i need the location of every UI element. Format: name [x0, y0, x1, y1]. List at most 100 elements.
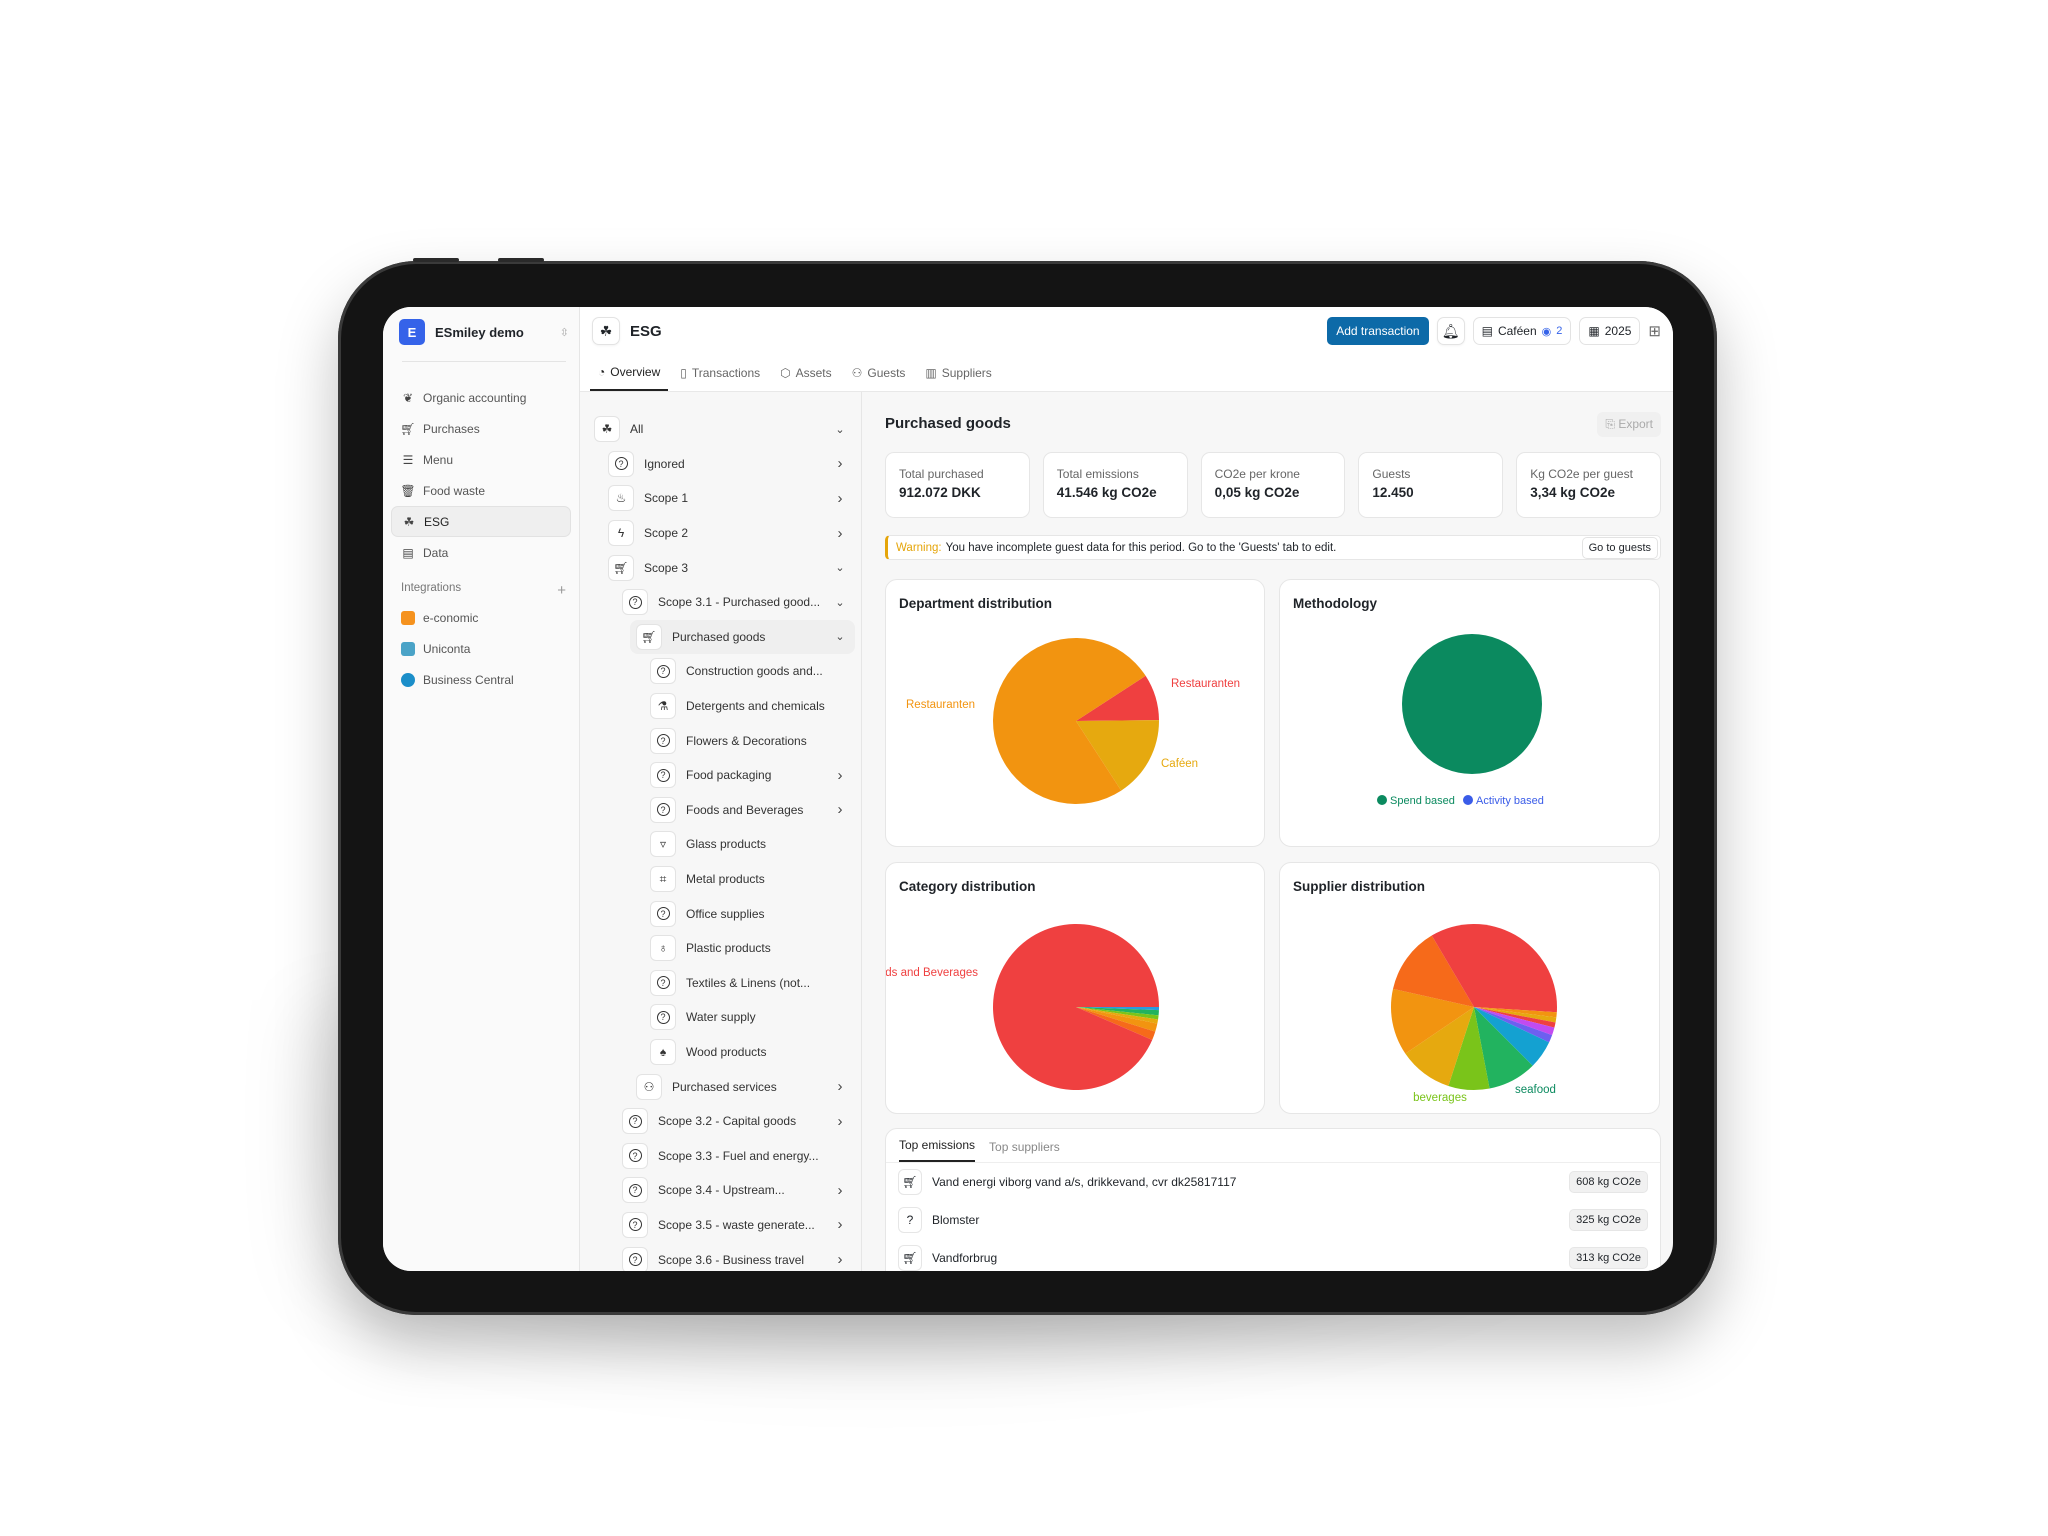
- tab-overview[interactable]: ◔ Overview: [590, 355, 669, 391]
- sidebar-item-menu[interactable]: ☰ Menu: [391, 444, 571, 475]
- tree-item[interactable]: ? Scope 3.2 - Capital goods ›: [580, 1104, 861, 1139]
- tree-item-label: Construction goods and...: [686, 664, 823, 679]
- tree-item[interactable]: 🛒︎ Purchased goods ⌄: [630, 619, 855, 655]
- export-button[interactable]: ⎘ Export: [1597, 412, 1661, 437]
- tree-item[interactable]: 🛒︎ Scope 3 ⌄: [580, 550, 861, 585]
- chevron-right-icon[interactable]: ›: [837, 524, 843, 542]
- sidebar-item-purchases[interactable]: 🛒︎ Purchases: [391, 413, 571, 444]
- pie-slice[interactable]: [1076, 1007, 1159, 1016]
- legend-label[interactable]: Activity based: [1476, 795, 1544, 807]
- chevron-right-icon[interactable]: ›: [837, 766, 843, 784]
- pie-slice[interactable]: [1474, 1007, 1557, 1023]
- integration-e-conomic[interactable]: e-conomic: [391, 602, 571, 633]
- pie-slice[interactable]: [1076, 1007, 1156, 1040]
- org-switcher[interactable]: E ESmiley demo ⇳: [399, 319, 569, 345]
- chevron-right-icon[interactable]: ›: [837, 801, 843, 819]
- go-to-guests-button[interactable]: Go to guests: [1581, 536, 1658, 559]
- tree-item[interactable]: ? Food packaging ›: [580, 758, 861, 793]
- pie-slice-colonialDryGoods[interactable]: [1431, 924, 1557, 1007]
- chevron-right-icon[interactable]: ›: [837, 1181, 843, 1199]
- tree-item[interactable]: ? Ignored ›: [580, 447, 861, 482]
- tree-item[interactable]: ? Scope 3.4 - Upstream... ›: [580, 1173, 861, 1208]
- pie-slice-seafood[interactable]: [1474, 1007, 1550, 1066]
- pie-slice[interactable]: [1076, 1007, 1159, 1011]
- sidebar-item-data[interactable]: ▤ Data: [391, 537, 571, 568]
- pie-slice[interactable]: [1076, 1007, 1159, 1024]
- pie-slice[interactable]: [1474, 1007, 1557, 1013]
- year-selector[interactable]: ▦ 2025: [1579, 317, 1641, 345]
- chart-title: Supplier distribution: [1293, 879, 1425, 894]
- integration-uniconta[interactable]: Uniconta: [391, 633, 571, 664]
- tree-item[interactable]: ? Office supplies: [580, 896, 861, 931]
- tree-item[interactable]: ? Water supply: [580, 1000, 861, 1035]
- org-name: ESmiley demo: [435, 324, 524, 340]
- chevron-right-icon[interactable]: ›: [837, 455, 843, 473]
- tab-transactions[interactable]: ▯ Transactions: [672, 355, 768, 391]
- emission-row[interactable]: 🛒︎ Vand energi viborg vand a/s, drikkevan…: [886, 1163, 1660, 1201]
- sidebar-item-organic-accounting[interactable]: ❦ Organic accounting: [391, 382, 571, 413]
- pie-slice-Caféen[interactable]: [1076, 720, 1159, 791]
- chevron-right-icon[interactable]: ›: [837, 1251, 843, 1269]
- sidebar-item-esg[interactable]: ☘ ESG: [391, 506, 571, 537]
- tree-item[interactable]: ♨ Scope 1 ›: [580, 481, 861, 516]
- pie-slice[interactable]: [1076, 1007, 1159, 1020]
- emission-row[interactable]: 🛒︎ Vandforbrug 313 kg CO2e: [886, 1239, 1660, 1271]
- tree-item[interactable]: ♠ Wood products: [580, 1035, 861, 1070]
- tree-item[interactable]: ? Scope 3.6 - Business travel ›: [580, 1242, 861, 1271]
- tab-top-suppliers[interactable]: Top suppliers: [989, 1140, 1060, 1154]
- department-selector[interactable]: ▤ Caféen ◉ 2: [1472, 317, 1572, 345]
- tree-item-label: Foods and Beverages: [686, 802, 804, 817]
- legend-label[interactable]: Spend based: [1390, 795, 1455, 807]
- chevron-right-icon[interactable]: ›: [837, 1112, 843, 1130]
- add-integration-icon[interactable]: +: [557, 582, 566, 599]
- tab-suppliers[interactable]: ▥ Suppliers: [917, 355, 999, 391]
- chevron-down-icon[interactable]: ⌄: [835, 423, 845, 436]
- tree-item[interactable]: ⌗ Metal products: [580, 862, 861, 897]
- pie-slice[interactable]: [1474, 1007, 1555, 1036]
- question-icon: ?: [650, 900, 676, 927]
- integration-business-central[interactable]: Business Central: [391, 664, 571, 695]
- pie-slice-Foods and Beverages[interactable]: [993, 924, 1159, 1090]
- pie-slice[interactable]: [1474, 1007, 1556, 1028]
- pie-slice-vegetablesFruits[interactable]: [1405, 1007, 1474, 1086]
- stat-label: Total emissions: [1056, 467, 1139, 481]
- chevron-down-icon[interactable]: ⌄: [835, 596, 845, 609]
- tab-top-emissions[interactable]: Top emissions: [899, 1138, 976, 1162]
- pie-slice-beverages[interactable]: [1448, 1007, 1490, 1090]
- chevron-right-icon[interactable]: ›: [837, 1216, 843, 1234]
- tree-item[interactable]: ? Scope 3.1 - Purchased good... ⌄: [580, 585, 861, 620]
- tree-item[interactable]: ? Construction goods and...: [580, 654, 861, 689]
- chevron-right-icon[interactable]: ›: [837, 489, 843, 507]
- tree-item[interactable]: ? Textiles & Linens (not...: [580, 966, 861, 1001]
- pie-slice-Spend based[interactable]: [1402, 634, 1542, 774]
- tree-item[interactable]: ⚇ Purchased services ›: [580, 1069, 861, 1104]
- tree-item[interactable]: ? Flowers & Decorations: [580, 723, 861, 758]
- sidebar-item-food-waste[interactable]: 🗑︎ Food waste: [391, 475, 571, 506]
- emission-row[interactable]: ? Blomster 325 kg CO2e: [886, 1201, 1660, 1239]
- apps-grid-icon[interactable]: ⊞: [1648, 323, 1661, 340]
- tree-item[interactable]: ? Scope 3.3 - Fuel and energy...: [580, 1138, 861, 1173]
- tree-item[interactable]: ϟ Scope 2 ›: [580, 516, 861, 551]
- transactions-icon: ▯: [680, 366, 687, 380]
- chevron-down-icon[interactable]: ⌄: [835, 562, 845, 575]
- pie-slice[interactable]: [1076, 1007, 1158, 1032]
- chevron-down-icon[interactable]: ⌄: [835, 631, 845, 644]
- pie-slice-Restauranten[interactable]: [992, 638, 1146, 804]
- tree-item[interactable]: ? Scope 3.5 - waste generate... ›: [580, 1208, 861, 1243]
- pie-slice[interactable]: [1474, 1007, 1557, 1018]
- tree-item[interactable]: ? Foods and Beverages ›: [580, 793, 861, 828]
- chevron-right-icon[interactable]: ›: [837, 1078, 843, 1096]
- pie-slice-meatPoultry[interactable]: [1392, 935, 1474, 1007]
- tree-item[interactable]: ▿ Glass products: [580, 827, 861, 862]
- pie-slice-Restauranten[interactable]: [1076, 675, 1159, 721]
- tree-item[interactable]: ☘ All ⌄: [580, 412, 861, 447]
- bell-icon[interactable]: 🔔︎: [1436, 317, 1465, 345]
- tree-item[interactable]: ⚗ Detergents and chemicals: [580, 689, 861, 724]
- pie-slice[interactable]: [1474, 1007, 1553, 1043]
- add-transaction-button[interactable]: Add transaction: [1327, 317, 1429, 345]
- pie-slice-dairyEggs[interactable]: [1391, 988, 1474, 1054]
- pie-slice[interactable]: [1474, 1007, 1533, 1089]
- tab-assets[interactable]: ⬡ Assets: [772, 355, 840, 391]
- tree-item[interactable]: ♁ Plastic products: [580, 931, 861, 966]
- tab-guests[interactable]: ⚇ Guests: [844, 355, 914, 391]
